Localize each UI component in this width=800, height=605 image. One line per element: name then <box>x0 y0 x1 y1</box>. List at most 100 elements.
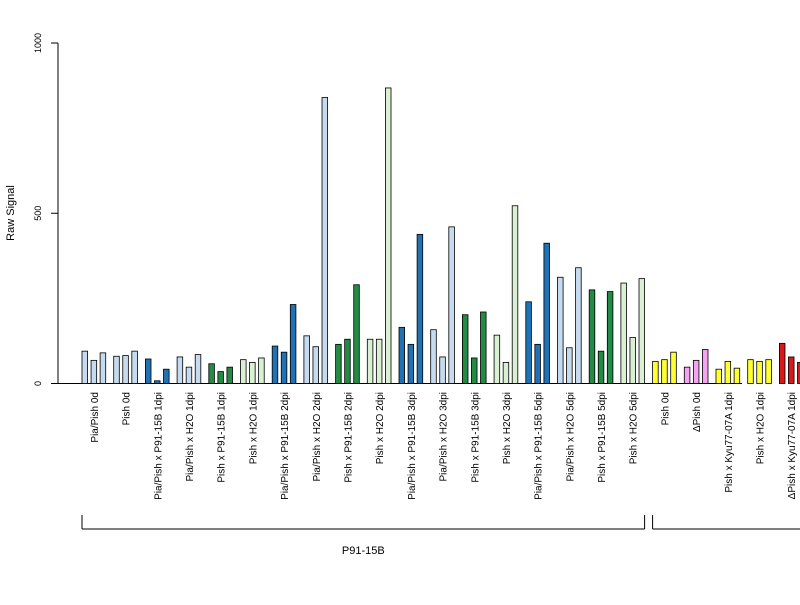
x-tick-label: Pish x H2O 1dpi <box>756 392 767 464</box>
x-tick-label: Pish x P91-15B 1dpi <box>217 392 228 483</box>
x-tick-label: Pish x H2O 5dpi <box>629 392 640 464</box>
bar <box>289 304 297 384</box>
bar <box>185 366 193 384</box>
bar <box>144 358 152 384</box>
x-tick-label: Pia/Pish x P91-15B 1dpi <box>153 392 164 500</box>
bar <box>448 226 455 384</box>
y-axis-label: Raw Signal <box>5 185 17 241</box>
bar <box>122 355 129 384</box>
x-tick-label: Pish 0d <box>660 392 671 425</box>
bar <box>588 289 596 384</box>
bar <box>176 356 184 384</box>
bar <box>280 351 288 384</box>
bar <box>606 291 614 384</box>
bar <box>733 367 741 384</box>
bar <box>416 233 424 384</box>
bar <box>461 314 469 384</box>
bar <box>575 267 582 384</box>
bar <box>534 343 541 384</box>
bar <box>620 282 627 384</box>
y-tick-label: 0 <box>33 381 43 386</box>
bar <box>312 346 319 384</box>
bar <box>321 97 329 384</box>
x-tick-label: ΔPish 0d <box>692 392 703 432</box>
group-brackets: P91-15BKyu77-07A <box>81 515 800 557</box>
bar <box>670 351 677 384</box>
bar <box>353 284 360 384</box>
bar <box>249 361 256 384</box>
bar <box>335 343 342 384</box>
x-tick-label: Pish x H2O 2dpi <box>375 392 386 464</box>
bar <box>90 359 98 384</box>
bar <box>629 337 636 384</box>
bar <box>756 360 763 384</box>
bar <box>652 360 659 384</box>
x-tick-label: Pia/Pish 0d <box>90 392 101 443</box>
x-tick-label: Pish x H2O 3dpi <box>502 392 513 464</box>
bar <box>217 371 224 384</box>
x-tick-label: Pia/Pish x P91-15B 3dpi <box>407 392 418 500</box>
bar <box>724 360 732 384</box>
bar <box>543 242 550 384</box>
x-tick-label: Pish x P91-15B 3dpi <box>470 392 481 483</box>
bar <box>511 205 519 384</box>
bars <box>81 87 800 384</box>
bar <box>788 356 795 384</box>
x-tick-label: Pish x P91-15B 2dpi <box>343 392 354 483</box>
bar <box>557 276 564 384</box>
bar <box>154 380 161 384</box>
x-tick-label: Pia/Pish x H2O 5dpi <box>565 392 576 482</box>
bar <box>398 326 405 384</box>
bar <box>375 338 383 384</box>
x-tick-label: Pia/Pish x H2O 2dpi <box>312 392 323 482</box>
bar <box>99 352 107 384</box>
bar <box>271 345 279 384</box>
bar <box>344 338 351 384</box>
x-tick-label: Pish x Kyu77-07A 1dpi <box>724 392 735 493</box>
bar <box>715 368 722 384</box>
x-tick-label: ΔPish x Kyu77-07A 1dpi <box>787 392 798 499</box>
bar <box>747 359 754 384</box>
bar <box>661 359 668 384</box>
x-tick-label: Pia/Pish x H2O 1dpi <box>185 392 196 482</box>
bar <box>131 350 138 384</box>
bar <box>597 350 605 384</box>
bar <box>385 87 392 384</box>
bar <box>702 349 709 384</box>
bar <box>430 329 437 384</box>
bar <box>194 354 202 384</box>
group-label: P91-15B <box>342 545 385 557</box>
bar <box>525 301 532 384</box>
bar <box>797 361 800 384</box>
bar <box>407 343 415 384</box>
bar <box>113 355 120 384</box>
bar <box>638 278 646 384</box>
bar <box>439 356 446 384</box>
bar <box>240 359 247 384</box>
bar <box>502 361 510 384</box>
bar <box>258 357 265 384</box>
x-tick-label: Pish x H2O 1dpi <box>248 392 259 464</box>
bar <box>226 366 233 384</box>
x-tick-label: Pia/Pish x P91-15B 5dpi <box>534 392 545 500</box>
bar <box>208 363 215 384</box>
bar <box>366 338 374 384</box>
bar <box>480 311 487 384</box>
y-tick-label: 1000 <box>33 33 43 53</box>
x-tick-label: Pish 0d <box>122 392 133 425</box>
bar <box>493 334 501 384</box>
bar <box>778 342 786 384</box>
bar <box>163 368 170 384</box>
x-tick-label: Pia/Pish x H2O 3dpi <box>439 392 450 482</box>
bar <box>692 359 700 384</box>
x-axis-tick-labels: Pia/Pish 0d Pish 0d Pia/Pish x P91-15B 1dp… <box>90 392 798 500</box>
bar <box>566 347 573 384</box>
bar <box>471 357 478 384</box>
x-tick-label: Pia/Pish x P91-15B 2dpi <box>280 392 291 500</box>
bar <box>683 366 691 384</box>
bar <box>81 350 88 384</box>
bar <box>765 359 772 384</box>
bar <box>303 335 310 384</box>
